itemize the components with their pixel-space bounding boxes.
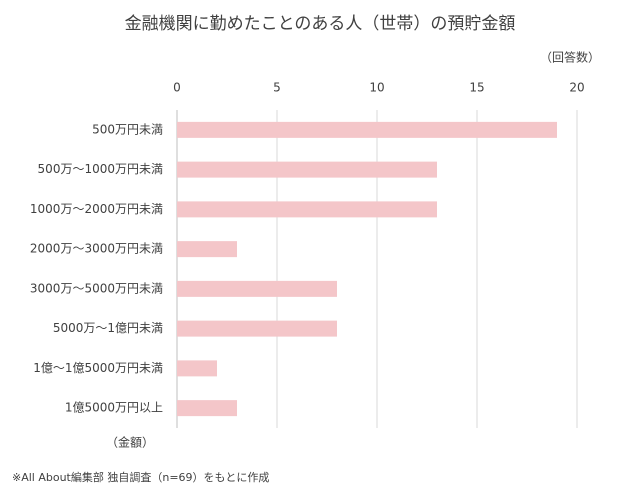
y-tick-label: 1億～1億5000万円未満 bbox=[33, 361, 163, 375]
bar bbox=[177, 121, 557, 138]
bar bbox=[177, 161, 437, 178]
x-tick-label: 15 bbox=[469, 81, 484, 95]
chart-title: 金融機関に勤めたことのある人（世帯）の預貯金額 bbox=[125, 14, 516, 34]
y-tick-label: 1000万～2000万円未満 bbox=[30, 202, 163, 216]
x-axis-label: （回答数） bbox=[540, 50, 600, 65]
y-axis-label: （金額） bbox=[106, 435, 154, 450]
bar bbox=[177, 241, 237, 258]
y-tick-label: 3000万～5000万円未満 bbox=[30, 281, 163, 295]
x-tick-label: 5 bbox=[273, 81, 281, 95]
x-tick-label: 10 bbox=[369, 81, 384, 95]
bar bbox=[177, 400, 237, 417]
bar bbox=[177, 280, 337, 297]
bar bbox=[177, 320, 337, 337]
bar bbox=[177, 201, 437, 218]
y-tick-label: 2000万～3000万円未満 bbox=[30, 242, 163, 256]
y-tick-label: 1億5000万円以上 bbox=[65, 401, 163, 415]
x-tick-label: 0 bbox=[173, 81, 181, 95]
y-tick-label: 500万円未満 bbox=[92, 122, 163, 136]
note: ※All About編集部 独自調査（n=69）をもとに作成 bbox=[12, 470, 269, 484]
bar bbox=[177, 360, 217, 377]
x-tick-label: 20 bbox=[569, 81, 584, 95]
y-tick-label: 5000万～1億円未満 bbox=[53, 321, 163, 335]
y-tick-label: 500万～1000万円未満 bbox=[38, 162, 163, 176]
